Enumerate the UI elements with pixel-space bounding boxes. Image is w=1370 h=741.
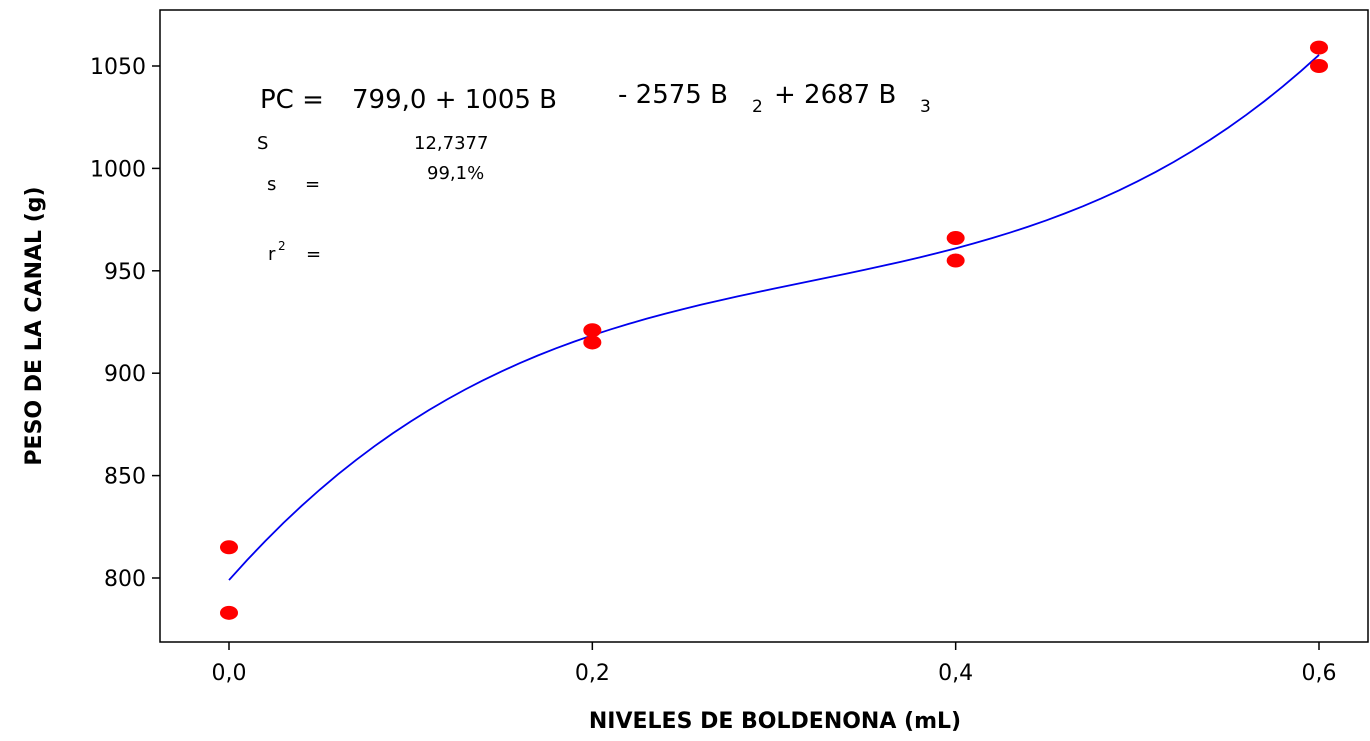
r2-superscript: 2 (278, 239, 286, 253)
equation-term-2: - 2575 B (618, 80, 728, 110)
data-points (220, 40, 1328, 620)
equation-term-1: 799,0 + 1005 B (352, 85, 557, 115)
fit-curve (228, 54, 1320, 581)
x-tick-label: 0,6 (1302, 661, 1337, 686)
equation-term-3: + 2687 B (774, 80, 896, 110)
s-label: s (267, 174, 276, 195)
x-tick-label: 0,0 (212, 661, 247, 686)
x-axis-label: NIVELES DE BOLDENONA (mL) (589, 709, 961, 734)
r2-label: r (268, 244, 276, 265)
y-tick-label: 1050 (90, 55, 146, 80)
y-tick-label: 900 (104, 362, 146, 387)
data-point (946, 253, 965, 268)
r2-value: 99,1% (427, 163, 484, 184)
data-point (946, 231, 965, 246)
s-equals: = (305, 174, 320, 195)
x-tick-label: 0,4 (938, 661, 973, 686)
s-value: 12,7377 (414, 133, 488, 154)
equation-subscript-2: 2 (752, 97, 763, 117)
data-point (1310, 59, 1328, 73)
data-point (583, 323, 602, 338)
data-point (1310, 40, 1328, 55)
y-tick-label: 950 (104, 260, 146, 285)
data-point (220, 540, 238, 555)
data-point (583, 335, 602, 350)
x-tick-label: 0,2 (575, 661, 610, 686)
y-axis-label: PESO DE LA CANAL (g) (22, 186, 47, 465)
r2-equals: = (306, 244, 321, 265)
y-tick-label: 800 (104, 567, 146, 592)
y-tick-label: 1000 (90, 157, 146, 182)
axis-ticks: 0,0 0,2 0,4 0,6 800 850 900 950 1000 1050 (90, 55, 1337, 686)
equation-subscript-3: 3 (920, 97, 931, 117)
plot-frame (159, 9, 1369, 643)
s-label-top: S (257, 133, 268, 154)
y-tick-label: 850 (104, 465, 146, 490)
data-point (220, 605, 238, 620)
equation-lhs: PC = (260, 85, 324, 115)
